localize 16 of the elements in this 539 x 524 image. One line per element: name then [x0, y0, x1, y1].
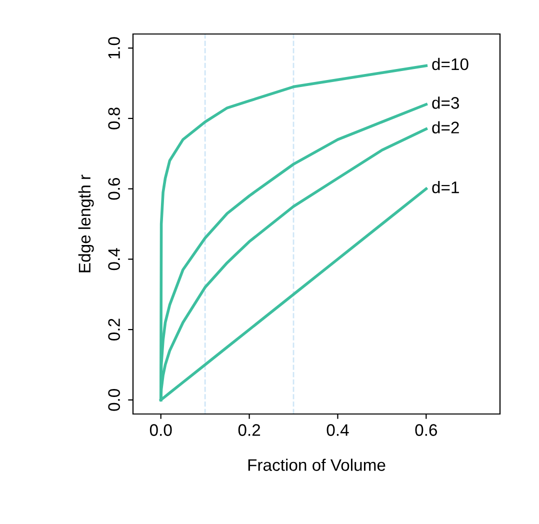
y-tick-label: 0.0 [108, 388, 120, 411]
series-label: d=1 [432, 181, 459, 194]
y-axis-title: Edge length r [78, 174, 94, 272]
series-label: d=3 [432, 96, 460, 109]
x-tick-label: 0.2 [238, 424, 260, 436]
y-tick-label: 1.0 [108, 37, 120, 58]
x-tick-label: 0.0 [150, 424, 172, 436]
y-tick-label: 0.6 [108, 178, 120, 200]
y-tick-label: 0.8 [108, 108, 120, 130]
x-tick-label: 0.6 [415, 424, 438, 436]
series-label: d=2 [432, 121, 459, 134]
series-label: d=10 [432, 58, 468, 70]
y-tick-label: 0.4 [108, 248, 120, 270]
x-tick-label: 0.4 [326, 424, 349, 436]
x-axis-title: Fraction of Volume [248, 458, 386, 471]
y-tick-label: 0.2 [108, 318, 120, 340]
